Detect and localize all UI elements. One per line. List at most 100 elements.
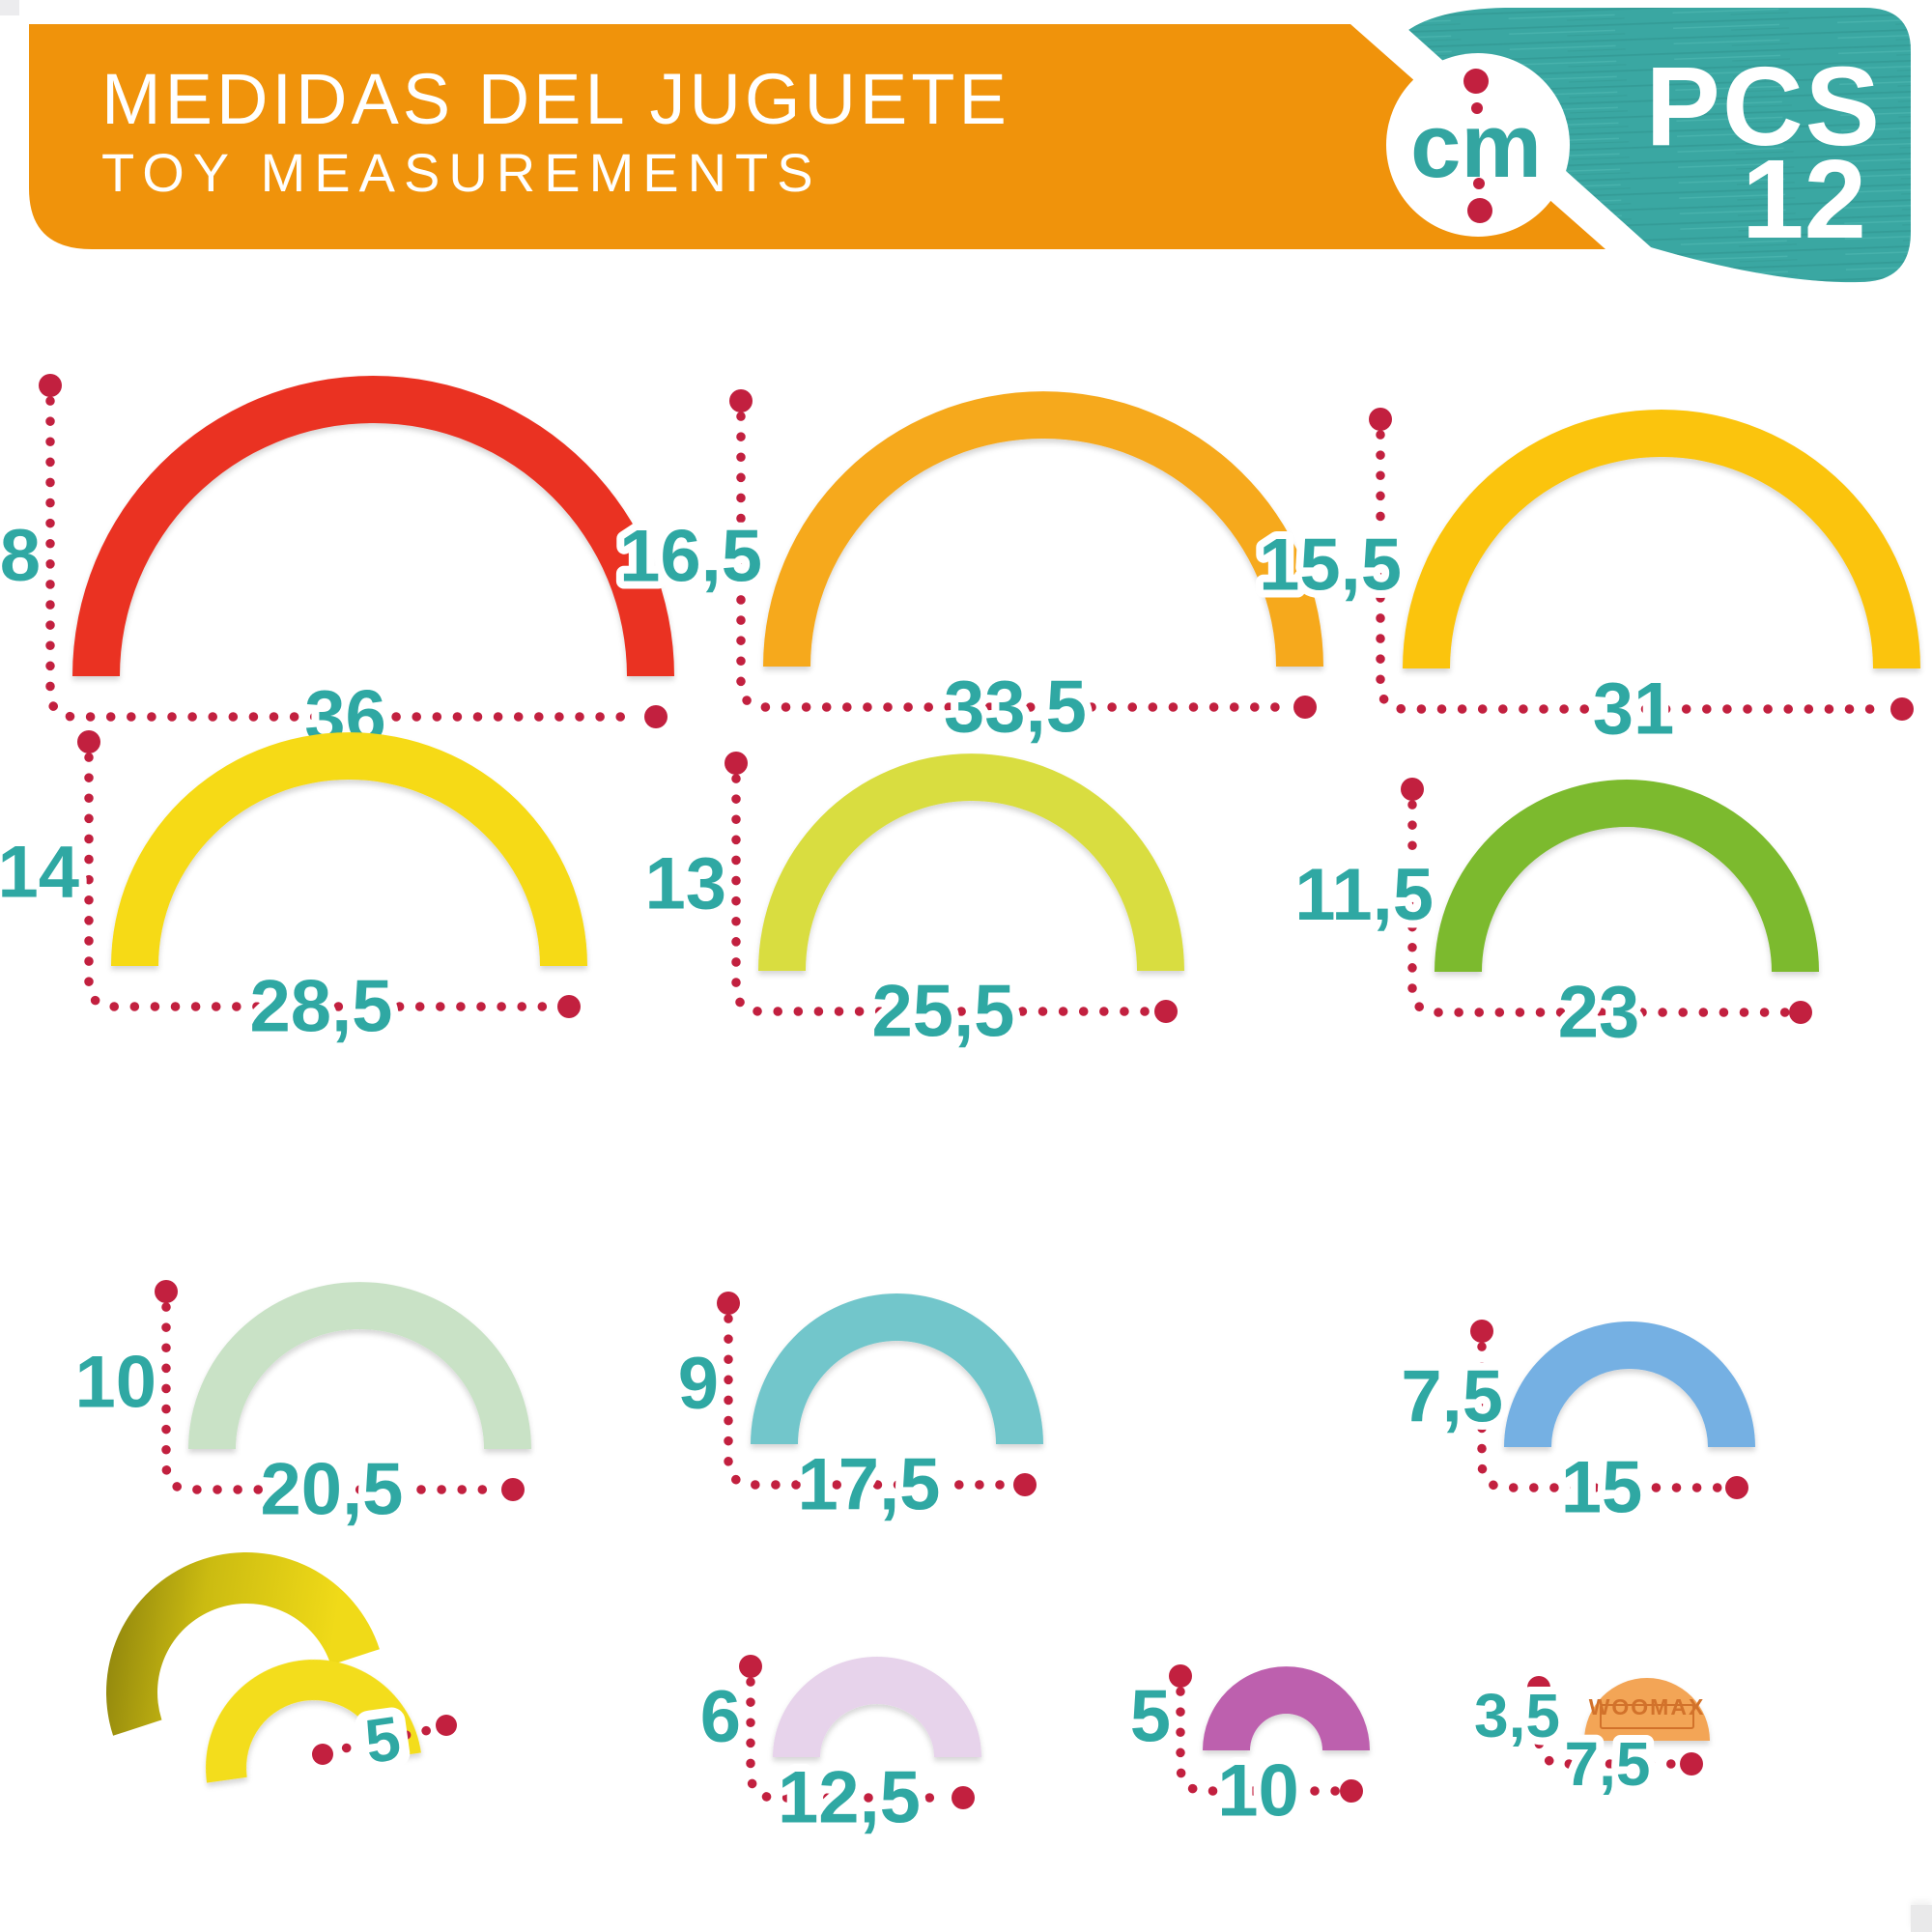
piece-arc-green: 11,5 23 bbox=[1287, 778, 1819, 1062]
width-label: 12,5 bbox=[778, 1757, 921, 1839]
dimension-dot bbox=[1013, 1473, 1037, 1496]
arch-piece bbox=[758, 753, 1184, 971]
width-label: 7,5 bbox=[1565, 1729, 1651, 1799]
width-label: 31 bbox=[1593, 668, 1675, 751]
brand-stamp-box bbox=[1600, 1704, 1694, 1729]
dimension-dot bbox=[1169, 1664, 1192, 1688]
piece-arc-magenta: 5 10 bbox=[1122, 1664, 1370, 1840]
dimension-dot bbox=[1680, 1752, 1703, 1776]
depth-label-badge bbox=[355, 1707, 411, 1771]
dimension-dot bbox=[1470, 1320, 1493, 1343]
width-label: 20,5 bbox=[261, 1449, 404, 1531]
title-banner bbox=[29, 24, 1605, 249]
piece-arc-amber: 15,5 31 bbox=[1251, 408, 1920, 758]
piece-piece-wood: WOOMAX 3,57,5 bbox=[1466, 1673, 1710, 1806]
height-label: 7,5 bbox=[1401, 1356, 1503, 1438]
page-subtitle: TOY MEASUREMENTS bbox=[101, 142, 822, 203]
piece-arc-3d-depth: 5 bbox=[106, 1552, 457, 1784]
brand-stamp: WOOMAX bbox=[1589, 1694, 1706, 1719]
dimension-dotted-line bbox=[736, 412, 1294, 712]
dimension-dotted-line bbox=[724, 1314, 1014, 1490]
arch-piece bbox=[111, 732, 587, 966]
dimension-dot bbox=[1340, 1779, 1363, 1803]
dimension-dot bbox=[739, 1655, 762, 1678]
width-label: 15 bbox=[1561, 1447, 1643, 1529]
pcs-label: PCS bbox=[1645, 43, 1882, 169]
arch-piece bbox=[188, 1282, 531, 1449]
dimension-dot bbox=[77, 730, 100, 753]
dimension-dot bbox=[39, 374, 62, 397]
height-label: 3,5 bbox=[1474, 1681, 1560, 1750]
corner-artifact-bottom-right bbox=[1911, 1905, 1932, 1932]
width-label: 33,5 bbox=[944, 667, 1087, 749]
dimension-dot bbox=[501, 1478, 525, 1501]
dimension-dotted-line bbox=[1407, 800, 1790, 1017]
width-label: 23 bbox=[1558, 972, 1640, 1054]
wood-semicircle-piece bbox=[1584, 1678, 1710, 1741]
height-label: 5 bbox=[1130, 1676, 1171, 1758]
arch-3d-back-surface bbox=[106, 1552, 380, 1736]
piece-arc-yellow: 14 28,5 bbox=[0, 730, 587, 1056]
dimension-dot bbox=[1725, 1476, 1748, 1499]
ruler-dot-icon bbox=[1467, 198, 1492, 223]
dimension-dot bbox=[1293, 696, 1317, 719]
dimension-dot bbox=[1154, 1000, 1178, 1023]
piece-arc-blue: 7,5 15 bbox=[1393, 1320, 1755, 1537]
dimension-dot bbox=[1401, 778, 1424, 801]
width-label: 28,5 bbox=[250, 966, 393, 1048]
piece-arc-lavender: 612,5 bbox=[693, 1655, 981, 1847]
dimension-dot bbox=[729, 389, 753, 412]
arch-piece bbox=[1203, 1666, 1370, 1750]
dimension-dot bbox=[717, 1292, 740, 1315]
dimension-dotted-line bbox=[1376, 430, 1891, 714]
arch-piece bbox=[1435, 780, 1819, 972]
dimension-dot bbox=[557, 995, 581, 1018]
height-label: 6 bbox=[700, 1676, 741, 1758]
height-label: 16,5 bbox=[619, 516, 762, 598]
ruler-dot-icon bbox=[1463, 69, 1489, 94]
width-label: 10 bbox=[1217, 1750, 1299, 1833]
corner-artifact-top-left bbox=[0, 0, 19, 15]
width-label: 17,5 bbox=[798, 1444, 941, 1526]
width-label: 25,5 bbox=[872, 971, 1015, 1053]
dimension-dot bbox=[436, 1715, 457, 1736]
piece-arc-orange: 16,5 33,5 bbox=[611, 389, 1323, 756]
height-label: 13 bbox=[644, 843, 726, 925]
dimension-dot bbox=[155, 1280, 178, 1303]
height-label: 10 bbox=[74, 1341, 156, 1423]
ruler-dot-icon bbox=[1473, 178, 1485, 189]
dimension-dot bbox=[1890, 697, 1914, 721]
dimension-dot bbox=[1369, 408, 1392, 431]
dimension-dot bbox=[1789, 1001, 1812, 1024]
piece-arc-cyan: 917,5 bbox=[670, 1292, 1043, 1534]
height-label: 14 bbox=[0, 832, 79, 914]
cm-unit-badge: cm bbox=[1386, 53, 1570, 237]
arch-piece bbox=[72, 375, 674, 676]
piece-arc-mint: 10 20,5 bbox=[67, 1280, 531, 1539]
dimension-dot bbox=[1527, 1676, 1550, 1699]
dimension-dotted-line bbox=[84, 753, 558, 1011]
arch-piece bbox=[751, 1293, 1043, 1444]
dimension-dot bbox=[312, 1744, 333, 1765]
piece-arc-chartreuse: 13 25,5 bbox=[637, 752, 1184, 1061]
arch-piece bbox=[773, 1657, 981, 1757]
ruler-dot-icon bbox=[1471, 102, 1483, 114]
height-label: 18 bbox=[0, 515, 41, 597]
header-banner: MEDIDAS DEL JUGUETE TOY MEASUREMENTS cm … bbox=[29, 0, 1911, 283]
arch-piece bbox=[763, 391, 1323, 667]
dimension-dot bbox=[644, 705, 668, 728]
height-label: 11,5 bbox=[1294, 854, 1434, 936]
arch-piece bbox=[1403, 410, 1920, 668]
arch-piece bbox=[1504, 1321, 1755, 1447]
arch-3d-front-face bbox=[206, 1660, 421, 1783]
page-title: MEDIDAS DEL JUGUETE bbox=[101, 59, 1010, 139]
dimension-dot bbox=[724, 752, 748, 775]
dimension-dotted-line bbox=[731, 774, 1155, 1016]
height-label: 15,5 bbox=[1259, 524, 1402, 606]
piece-arc-red: 1836 bbox=[0, 374, 674, 766]
pcs-count: 12 bbox=[1742, 136, 1866, 262]
dimension-dot bbox=[952, 1786, 975, 1809]
height-label: 9 bbox=[678, 1343, 719, 1425]
